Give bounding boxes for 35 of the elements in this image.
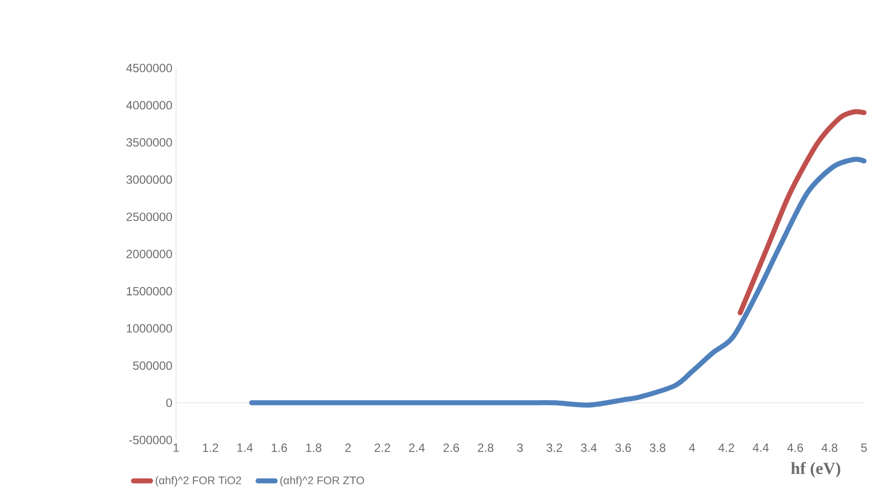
y-tick-label: 4500000 [126, 64, 172, 72]
y-tick-label: 1000000 [126, 324, 172, 333]
x-tick-label: 5 [861, 444, 867, 452]
x-tick-label: 4.6 [787, 444, 803, 452]
y-tick-label: 2000000 [126, 250, 172, 258]
x-axis-title: hf (eV) [791, 462, 840, 478]
x-tick-label: 1.6 [272, 444, 287, 452]
y-tick-label: 2500000 [126, 212, 172, 222]
x-tick-label: 3.4 [580, 444, 597, 452]
x-tick-label: 4 [688, 444, 695, 452]
x-tick-label: 2 [345, 444, 351, 452]
y-tick-label: -500000 [129, 436, 172, 444]
x-tick-label: 2.4 [409, 444, 425, 452]
x-tick-label: 2.8 [478, 444, 494, 452]
legend-label: (αhf)^2 FOR TiO2 [156, 476, 242, 486]
x-tick-label: 1.4 [237, 444, 253, 452]
x-tick-label: 3.6 [615, 444, 631, 452]
x-tick-label: 4.8 [822, 444, 838, 452]
x-tick-label: 1.2 [203, 444, 218, 452]
y-tick-label: 3000000 [126, 175, 172, 184]
x-tick-label: 3.8 [650, 444, 666, 452]
y-tick-label: 1500000 [126, 286, 172, 296]
x-tick-label: 4.2 [718, 444, 734, 452]
y-tick-label: 0 [166, 398, 172, 408]
x-tick-label: 1 [174, 444, 179, 452]
legend-label: (αhf)^2 FOR ZTO [280, 476, 364, 486]
y-tick-label: 500000 [133, 361, 172, 370]
x-tick-label: 3.2 [546, 444, 562, 452]
y-tick-label: 3500000 [126, 138, 172, 147]
x-tick-label: 1.8 [306, 444, 322, 452]
x-tick-label: 2.2 [374, 444, 390, 452]
x-tick-label: 4.4 [752, 444, 769, 452]
x-tick-label: 3 [517, 444, 523, 452]
x-tick-label: 2.6 [443, 444, 459, 452]
y-tick-label: 4000000 [126, 100, 172, 110]
